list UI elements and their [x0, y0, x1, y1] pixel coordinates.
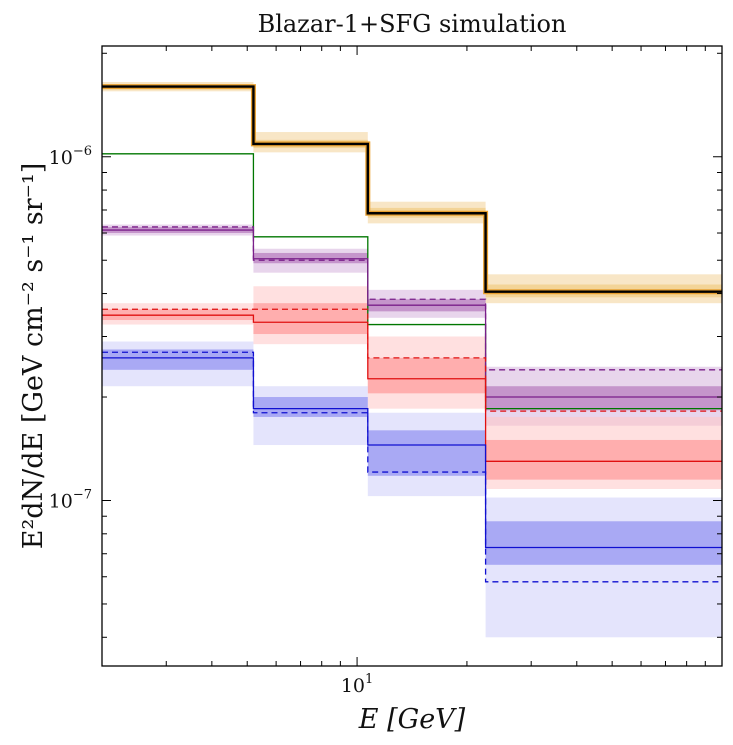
red-1sigma-bin — [253, 303, 368, 335]
blue-1sigma-bin — [367, 430, 486, 476]
purple-1sigma-bin — [485, 386, 722, 411]
total-1sigma-band — [102, 84, 722, 298]
red-1sigma-bin — [485, 439, 722, 480]
step-line — [102, 351, 722, 583]
blue-1sigma-bin — [253, 397, 368, 417]
step-line — [102, 85, 722, 293]
red-1sigma-bin — [367, 357, 486, 394]
plot-frame — [101, 45, 723, 667]
blue-1sigma-band — [102, 349, 722, 565]
y-tick-label: 10−6 — [49, 144, 92, 169]
axis-ticks: 10−7 10−6 101 — [49, 46, 723, 697]
step-line — [102, 308, 722, 412]
y-tick-label: 10−7 — [49, 487, 92, 512]
x-tick-label: 101 — [341, 672, 373, 697]
total-2sigma-band — [102, 82, 722, 304]
blue-2sigma-bin — [485, 497, 722, 638]
blue-2sigma-band — [102, 341, 722, 638]
chart-title: Blazar-1+SFG simulation — [258, 10, 567, 38]
y-axis-label: E²dN/dE [GeV cm⁻² s⁻¹ sr⁻¹] — [18, 163, 49, 550]
blue-1sigma-bin — [485, 521, 722, 565]
plot-area — [102, 82, 722, 638]
blue-1sigma-bin — [102, 349, 254, 370]
step-line-outline — [102, 84, 722, 295]
x-axis-label: E [GeV] — [358, 704, 466, 735]
